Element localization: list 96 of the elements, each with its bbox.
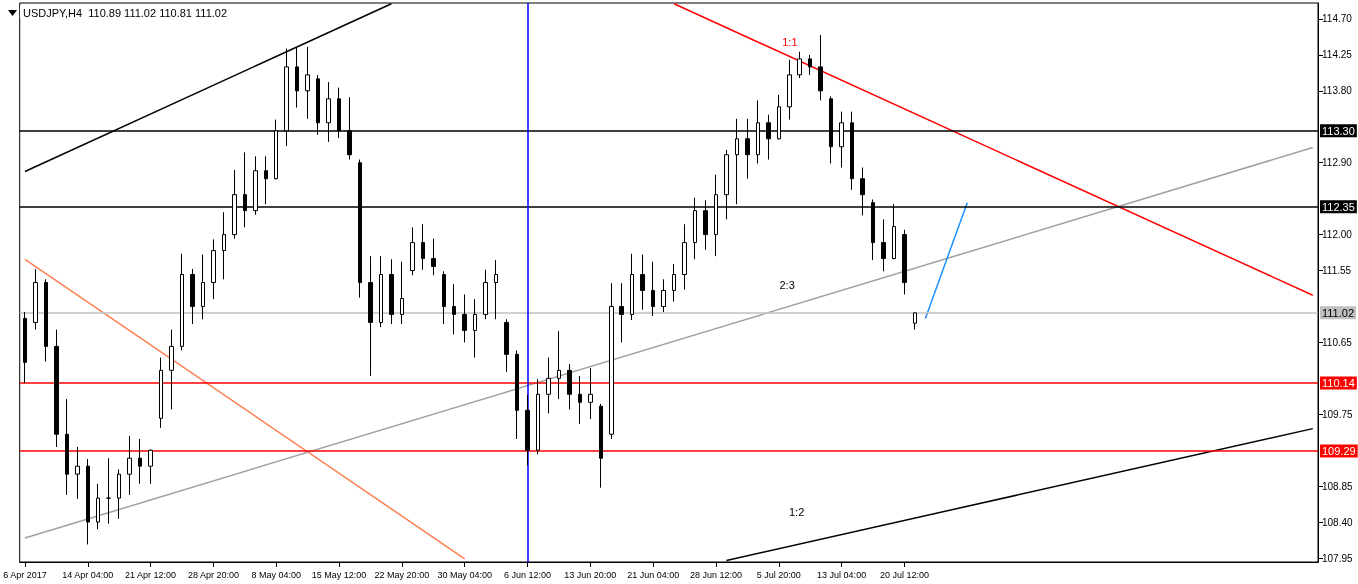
ref-line-label: 112.35: [1322, 200, 1355, 213]
candlestick: [295, 46, 299, 109]
y-tick-label: 114.25: [1322, 49, 1353, 61]
candlestick: [400, 261, 404, 325]
x-tick-label: 28 Jun 12:00: [689, 569, 742, 580]
candlestick: [630, 253, 634, 321]
candlestick: [787, 59, 792, 121]
ref-line-label: 113.30: [1322, 124, 1355, 137]
candlestick: [190, 268, 195, 325]
candlestick: [305, 46, 310, 120]
candlestick: [33, 268, 38, 331]
y-tick-label: 110.65: [1322, 336, 1353, 348]
candlestick: [222, 211, 226, 280]
y-tick-label: 112.90: [1322, 157, 1353, 169]
ref-line-label: 111.02: [1322, 306, 1355, 319]
y-tick-label: 114.70: [1322, 13, 1353, 25]
candlestick: [483, 269, 488, 320]
candlestick: [117, 468, 121, 520]
candlestick: [546, 357, 551, 414]
candlestick: [557, 330, 561, 400]
candlestick: [672, 263, 676, 303]
candlestick: [913, 312, 917, 331]
candlestick: [902, 229, 907, 295]
candlestick: [211, 238, 216, 300]
x-tick-label: 8 May 04:00: [251, 569, 301, 580]
candlestick: [127, 435, 132, 496]
candlestick: [462, 293, 467, 343]
x-tick-label: 21 Jun 04:00: [627, 569, 680, 580]
candlestick: [808, 54, 812, 76]
candlestick: [148, 448, 153, 485]
x-tick-label: 22 May 20:00: [374, 569, 430, 580]
candlestick: [452, 283, 456, 335]
candlestick: [410, 226, 415, 276]
candlestick: [201, 254, 205, 320]
candlestick: [661, 278, 666, 313]
candlestick: [379, 255, 383, 328]
annotation: 1:1: [782, 35, 798, 48]
candlestick: [525, 394, 530, 466]
candlestick: [368, 255, 373, 377]
y-tick-label: 113.80: [1322, 85, 1353, 97]
ref-line-label: 110.14: [1322, 377, 1355, 390]
candlestick: [75, 446, 80, 500]
x-tick-label: 20 Jul 12:00: [879, 569, 929, 580]
candlestick: [421, 223, 425, 271]
candlestick: [881, 218, 886, 272]
annotation: 1:2: [789, 506, 805, 519]
candlestick: [651, 261, 655, 317]
candlestick: [169, 329, 174, 410]
x-tick-label: 14 Apr 04:00: [62, 569, 114, 580]
candlestick: [106, 457, 111, 525]
x-tick-label: 6 Jun 12:00: [503, 569, 552, 580]
candlestick: [180, 253, 184, 351]
candlestick: [44, 278, 48, 363]
ref-line-label: 109.29: [1322, 445, 1356, 457]
candlestick: [619, 282, 624, 343]
y-tick-label: 107.95: [1322, 552, 1354, 564]
candlestick: [797, 51, 802, 79]
candlestick: [818, 34, 823, 101]
candlestick: [54, 329, 59, 448]
y-tick-label: 112.00: [1322, 229, 1353, 241]
candlestick: [599, 403, 603, 489]
candlestick: [567, 363, 572, 410]
candlestick: [682, 223, 687, 291]
x-tick-label: 15 May 12:00: [311, 569, 367, 580]
candlestick: [442, 270, 446, 325]
annotation: 2:3: [779, 278, 795, 291]
candlestick: [640, 254, 645, 311]
chart-title: USDJPY,H4 110.89 111.02 110.81 111.02: [23, 6, 228, 19]
candlestick: [515, 349, 519, 440]
x-tick-label: 13 Jun 20:00: [564, 569, 617, 580]
candlestick: [504, 318, 509, 373]
candlestick: [23, 311, 27, 384]
candlestick: [536, 378, 540, 455]
candlestick: [159, 357, 163, 429]
y-tick-label: 108.85: [1322, 480, 1354, 492]
candlestick: [86, 458, 90, 545]
candlestick: [588, 367, 593, 420]
candlestick: [264, 155, 268, 205]
candlestick: [473, 298, 477, 359]
x-tick-label: 21 Apr 12:00: [125, 569, 177, 580]
candlestick: [96, 483, 100, 530]
x-tick-label: 5 Jul 20:00: [756, 569, 801, 580]
candlestick: [578, 375, 582, 425]
candlestick: [609, 282, 614, 440]
candlestick: [138, 438, 142, 485]
candlestick: [431, 238, 436, 276]
x-tick-label: 13 Jul 04:00: [817, 569, 867, 580]
candlestick: [389, 258, 394, 325]
y-tick-label: 109.75: [1322, 408, 1354, 420]
x-tick-label: 30 May 04:00: [437, 569, 492, 580]
y-tick-label: 111.55: [1322, 265, 1352, 277]
candlestick: [494, 259, 498, 320]
x-tick-label: 28 Apr 20:00: [187, 569, 239, 580]
x-tick-label: 6 Apr 2017: [3, 569, 47, 580]
y-tick-label: 108.40: [1322, 516, 1354, 528]
candlestick: [65, 398, 69, 496]
